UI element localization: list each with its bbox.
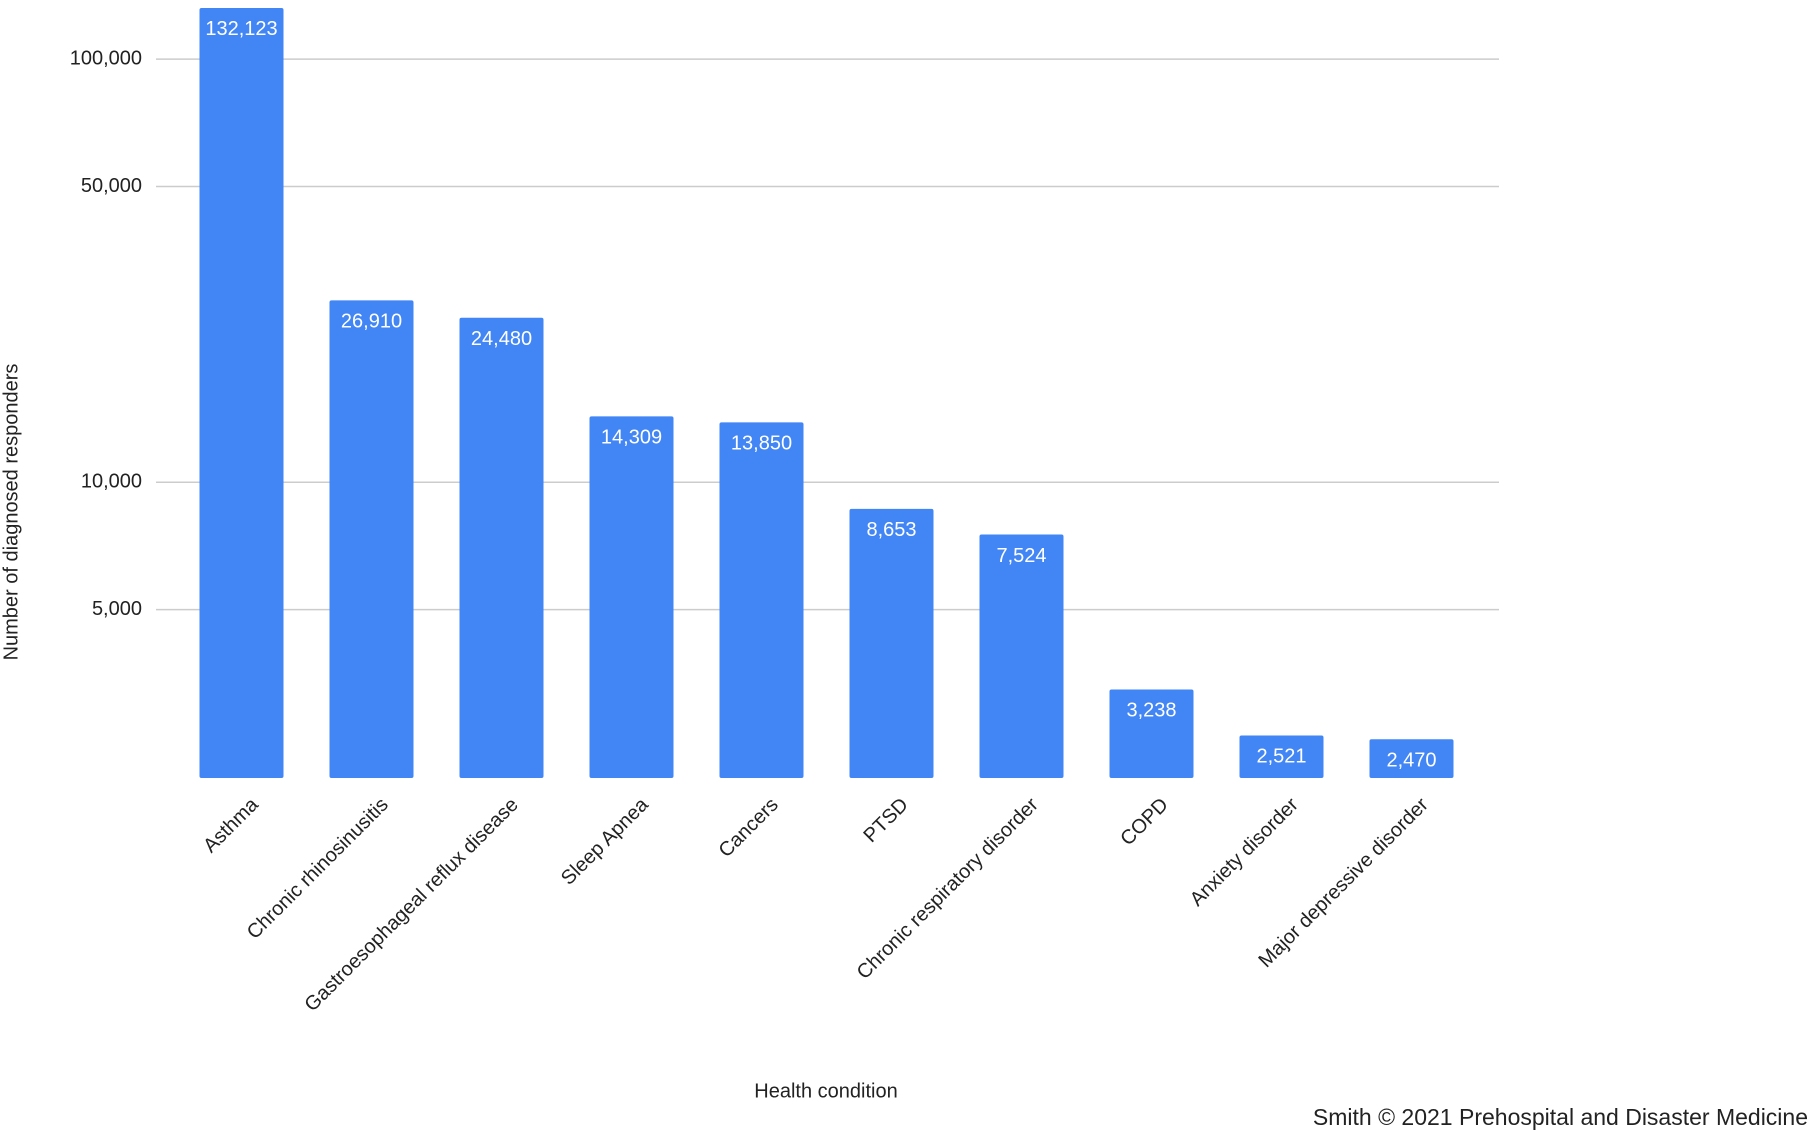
- value-label: 8,653: [866, 519, 916, 541]
- bar: [199, 7, 284, 778]
- x-tick-label: Gastroesophageal reflux disease: [300, 794, 522, 1016]
- x-tick-label: Anxiety disorder: [1186, 793, 1303, 910]
- bar: [459, 317, 544, 778]
- value-label: 24,480: [471, 328, 532, 350]
- bar: [1239, 735, 1324, 778]
- bar: [719, 422, 804, 778]
- value-label: 26,910: [341, 311, 402, 333]
- value-label: 2,470: [1386, 749, 1436, 771]
- x-tick-label: PTSD: [859, 794, 912, 847]
- y-tick-label: 5,000: [92, 598, 142, 620]
- x-tick-label: Asthma: [199, 793, 263, 857]
- value-label: 2,521: [1256, 746, 1306, 768]
- value-label: 7,524: [996, 545, 1046, 567]
- value-label: 14,309: [601, 427, 662, 449]
- value-label: 3,238: [1126, 700, 1176, 722]
- x-axis-title: Health condition: [754, 1080, 897, 1102]
- value-label: 132,123: [205, 18, 277, 40]
- value-label: 13,850: [731, 433, 792, 455]
- bar: [329, 300, 414, 778]
- credit: Smith © 2021 Prehospital and Disaster Me…: [1313, 1104, 1808, 1130]
- x-tick-label: Chronic rhinosinusitis: [243, 794, 393, 944]
- y-tick-label: 100,000: [70, 47, 142, 69]
- bar: [1369, 739, 1454, 778]
- x-tick-label: Sleep Apnea: [557, 793, 653, 889]
- bar: [849, 508, 934, 778]
- y-axis-title: Number of diagnosed responders: [0, 364, 22, 661]
- y-tick-label: 10,000: [81, 471, 142, 493]
- x-tick-label: Cancers: [715, 794, 783, 862]
- bar: [979, 534, 1064, 778]
- bar: [1109, 689, 1194, 778]
- x-tick-label: COPD: [1116, 794, 1172, 850]
- bar: [589, 416, 674, 778]
- y-tick-label: 50,000: [81, 175, 142, 197]
